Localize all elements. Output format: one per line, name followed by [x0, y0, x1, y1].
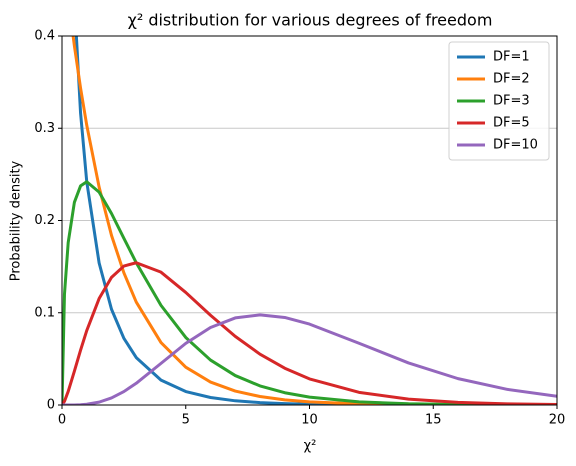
- y-axis-label: Probability density: [9, 160, 24, 281]
- y-tick-label: 0: [47, 398, 55, 413]
- legend-label: DF=3: [493, 94, 530, 109]
- y-tick-label: 0.3: [34, 121, 55, 136]
- x-axis-label: χ²: [304, 439, 317, 454]
- x-tick-label: 10: [301, 413, 318, 428]
- line-series: [62, 261, 557, 405]
- legend: DF=1 DF=2 DF=3 DF=5 DF=10: [448, 41, 550, 161]
- x-tick-label: 0: [58, 413, 66, 428]
- y-tick-label: 0.4: [34, 29, 55, 44]
- x-tick-label: 15: [425, 413, 442, 428]
- legend-box: [448, 41, 550, 161]
- chart-title: χ² distribution for various degrees of f…: [128, 11, 493, 30]
- line-series: [62, 180, 557, 405]
- legend-label: DF=10: [493, 138, 538, 153]
- legend-label: DF=1: [493, 50, 530, 65]
- x-tick-label: 5: [182, 413, 190, 428]
- x-tick-label: 20: [549, 413, 566, 428]
- y-tick-label: 0.2: [34, 213, 55, 228]
- ticks: 0 0.1 0.2 0.3 0.4 0 5 10 15 20: [34, 29, 565, 428]
- y-tick-label: 0.1: [34, 305, 55, 320]
- legend-label: DF=2: [493, 72, 530, 87]
- legend-label: DF=5: [493, 116, 530, 131]
